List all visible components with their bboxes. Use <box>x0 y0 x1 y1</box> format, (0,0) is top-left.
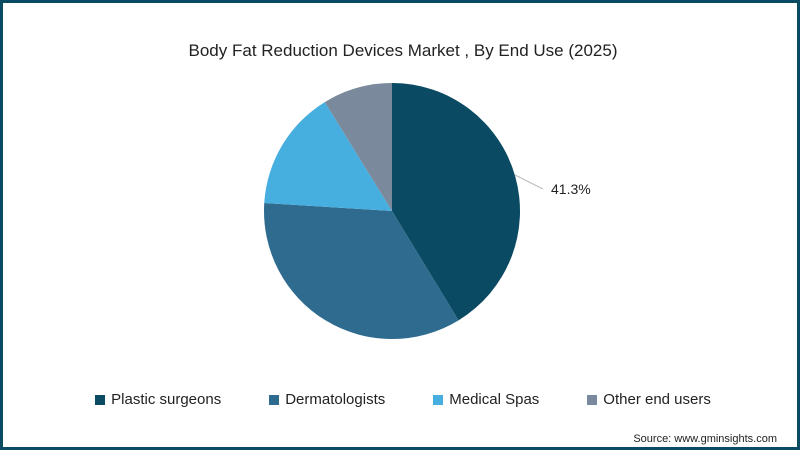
legend-item-dermatologists[interactable]: Dermatologists <box>269 391 385 408</box>
legend-swatch <box>433 394 444 405</box>
pie-slice-plastic-surgeons[interactable] <box>392 83 520 321</box>
legend-item-plastic-surgeons[interactable]: Plastic surgeons <box>95 391 221 408</box>
legend: Plastic surgeons Dermatologists Medical … <box>3 391 800 408</box>
label-leader-line <box>514 174 544 190</box>
pie-slice-dermatologists[interactable] <box>263 202 459 339</box>
chart-title: Body Fat Reduction Devices Market , By E… <box>188 41 618 60</box>
pie-slice-medical-spas[interactable] <box>264 102 392 211</box>
pie-chart: 41.3% <box>263 83 591 339</box>
legend-swatch <box>269 394 280 405</box>
legend-item-other-end-users[interactable]: Other end users <box>587 391 711 408</box>
legend-swatch <box>95 394 106 405</box>
legend-item-medical-spas[interactable]: Medical Spas <box>433 391 539 408</box>
pie-slice-other-end-users[interactable] <box>324 83 392 211</box>
data-label-plastic-surgeons: 41.3% <box>551 181 591 197</box>
legend-swatch <box>587 394 598 405</box>
source-note: Source: www.gminsights.com <box>633 433 777 445</box>
